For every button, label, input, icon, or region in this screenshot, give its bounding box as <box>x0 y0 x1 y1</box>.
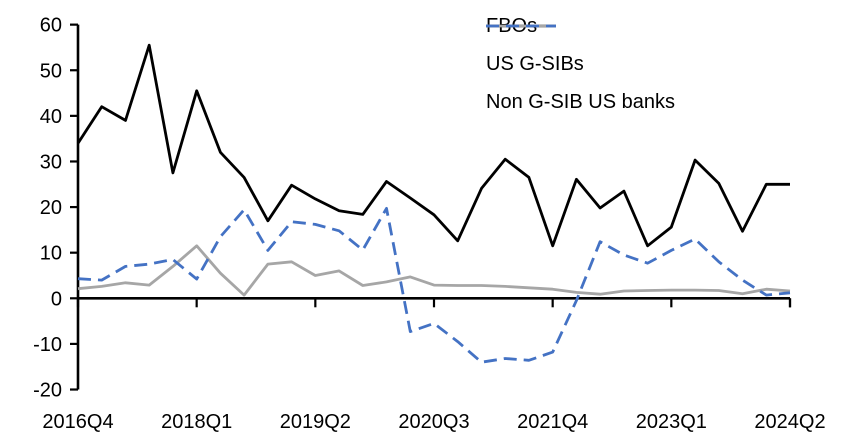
series-line-us-g-sibs <box>77 244 791 297</box>
y-axis-tick-label: 40 <box>40 106 62 128</box>
chart-legend: FBOs US G-SIBs Non G-SIB US banks <box>486 14 675 114</box>
y-axis-tick-label: 20 <box>40 197 62 219</box>
x-axis-tick-label: 2018Q1 <box>161 411 232 433</box>
x-axis-tick-label: 2021Q4 <box>517 411 588 433</box>
x-axis-tick-label: 2020Q3 <box>398 411 469 433</box>
x-axis-tick-label: 2023Q1 <box>636 411 707 433</box>
y-axis-tick-label: 50 <box>40 60 62 82</box>
x-axis-tick-label: 2024Q2 <box>754 411 825 433</box>
y-axis-tick-label: 10 <box>40 243 62 265</box>
legend-item-us-gsibs: US G-SIBs <box>486 24 675 76</box>
y-axis-tick-label: -10 <box>33 334 62 356</box>
x-axis-tick-label: 2019Q2 <box>280 411 351 433</box>
legend-label-us-gsibs: US G-SIBs <box>486 53 584 75</box>
y-axis-tick-label: 60 <box>40 15 62 37</box>
legend-item-non-gsib: Non G-SIB US banks <box>486 24 675 114</box>
series-line-fbos <box>76 43 790 248</box>
x-axis-tick-label: 2016Q4 <box>42 411 113 433</box>
legend-label-non-gsib: Non G-SIB US banks <box>486 91 675 113</box>
y-axis-tick-label: 30 <box>40 151 62 173</box>
non-gsib-dashed-line-swatch-icon <box>486 24 556 28</box>
y-axis-tick-label: 0 <box>51 288 62 310</box>
series-line-non-g-sib-us-banks <box>77 206 791 364</box>
y-axis-tick-label: -20 <box>33 380 62 402</box>
